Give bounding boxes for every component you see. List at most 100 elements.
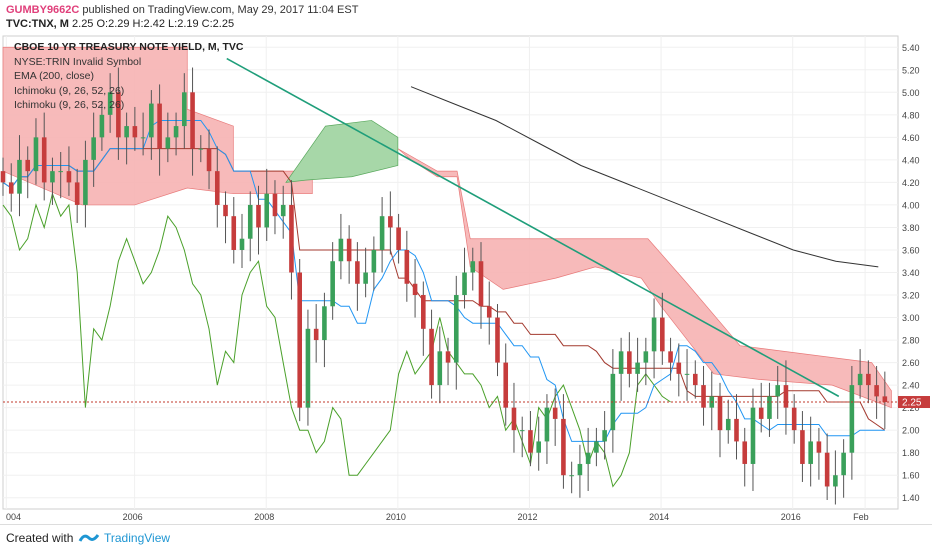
candle-body — [643, 351, 649, 363]
candle-body — [313, 328, 319, 341]
candle-body — [83, 159, 88, 205]
candle-body — [412, 283, 418, 296]
y-tick-label: 1.80 — [902, 448, 920, 458]
tradingview-brand[interactable]: TradingView — [104, 531, 171, 545]
candle-body — [297, 272, 302, 408]
candle-body — [874, 385, 879, 397]
x-tick-label: 2008 — [254, 512, 274, 522]
candle-body — [627, 351, 632, 374]
candle-body — [429, 328, 434, 386]
grid — [3, 36, 898, 509]
candle-body — [66, 171, 72, 183]
y-tick-label: 5.20 — [902, 65, 920, 75]
candle-body — [791, 407, 797, 431]
candle-body — [552, 407, 558, 419]
candle-body — [734, 418, 739, 442]
candle-body — [91, 137, 96, 160]
candle-body — [182, 92, 187, 127]
candle-body — [495, 317, 500, 363]
candle-body — [882, 396, 888, 403]
candle-body — [140, 137, 146, 139]
candle-body — [388, 216, 393, 228]
candle-body — [157, 103, 162, 149]
candle-body — [750, 407, 756, 464]
candle-body — [437, 351, 443, 386]
candle-body — [478, 261, 484, 307]
candle-body — [528, 430, 533, 453]
legend-item: Ichimoku (9, 26, 52, 26) — [14, 99, 125, 111]
y-tick-label: 3.40 — [902, 268, 920, 278]
y-tick-label: 2.80 — [902, 336, 920, 346]
candle-body — [41, 137, 47, 183]
ohlc-values: 2.25 O:2.29 H:2.42 L:2.19 C:2.25 — [72, 18, 235, 30]
candle-body — [149, 103, 154, 138]
candle-body — [421, 295, 426, 329]
candle-body — [132, 126, 138, 138]
candle-body — [503, 362, 509, 408]
candle-body — [701, 385, 706, 408]
candle-body — [272, 193, 278, 217]
candle-body — [58, 171, 63, 173]
y-tick-label: 4.00 — [902, 200, 920, 210]
publish-info: GUMBY9662C published on TradingView.com,… — [6, 3, 358, 17]
candle-body — [330, 261, 335, 307]
candle-body — [280, 204, 286, 217]
candle-body — [363, 272, 368, 284]
candle-body — [33, 137, 39, 172]
legend-item: NYSE:TRIN Invalid Symbol — [14, 55, 142, 68]
candle-body — [808, 441, 813, 464]
trend-line — [226, 57, 840, 398]
chart-legend: CBOE 10 YR TREASURY NOTE YIELD, M, TVC N… — [14, 40, 244, 113]
candle-body — [198, 148, 204, 150]
candle-body — [8, 182, 14, 194]
candle-body — [379, 216, 385, 250]
candle-body — [346, 238, 352, 262]
candle-body — [247, 204, 253, 239]
candle-body — [824, 452, 830, 487]
candle-body — [206, 148, 212, 172]
candle-body — [519, 430, 525, 432]
candles — [0, 67, 888, 505]
y-tick-label: 1.40 — [902, 493, 920, 503]
candle-body — [857, 373, 863, 386]
candle-body — [536, 441, 541, 453]
candle-body — [783, 385, 789, 408]
candle-body — [396, 227, 401, 250]
footer: Created with TradingView — [0, 524, 932, 551]
created-with: Created with — [6, 531, 74, 545]
y-tick-label: 2.20 — [902, 403, 920, 413]
candle-body — [684, 373, 690, 375]
candle-body — [99, 114, 105, 138]
legend-item: Ichimoku (9, 26, 52, 26) — [14, 84, 125, 97]
chart-title: CBOE 10 YR TREASURY NOTE YIELD, M, TVC — [14, 41, 244, 53]
price-axis: 5.40 5.20 5.00 4.80 4.60 4.40 4.20 4.00 3.80 3.60… — [902, 43, 920, 503]
y-tick-label: 2.40 — [902, 381, 920, 391]
username[interactable]: GUMBY9662C — [6, 4, 80, 16]
candle-body — [816, 441, 822, 453]
candle-body — [635, 362, 640, 374]
candle-body — [692, 373, 698, 386]
candle-body — [561, 418, 566, 476]
candle-body — [866, 373, 871, 386]
candle-body — [668, 351, 673, 363]
candle-body — [404, 249, 410, 284]
cloud-bullish — [285, 120, 399, 183]
legend-item: EMA (200, close) — [14, 70, 94, 82]
candle-body — [602, 430, 607, 442]
candle-body — [800, 430, 805, 464]
y-tick-label: 4.80 — [902, 110, 920, 120]
candle-body — [231, 216, 237, 250]
candle-body — [742, 441, 748, 464]
last-price-badge — [898, 396, 930, 409]
candle-body — [569, 475, 574, 477]
cloud-bearish — [397, 148, 892, 409]
candle-body — [618, 351, 624, 374]
candle-body — [453, 295, 459, 363]
y-tick-label: 3.80 — [902, 223, 920, 233]
candle-body — [190, 92, 195, 149]
candle-body — [585, 452, 591, 464]
y-tick-label: 5.40 — [902, 43, 920, 53]
candle-body — [445, 351, 451, 363]
time-axis: 004 2006 2008 2010 2012 2014 2016 Feb — [6, 512, 869, 522]
